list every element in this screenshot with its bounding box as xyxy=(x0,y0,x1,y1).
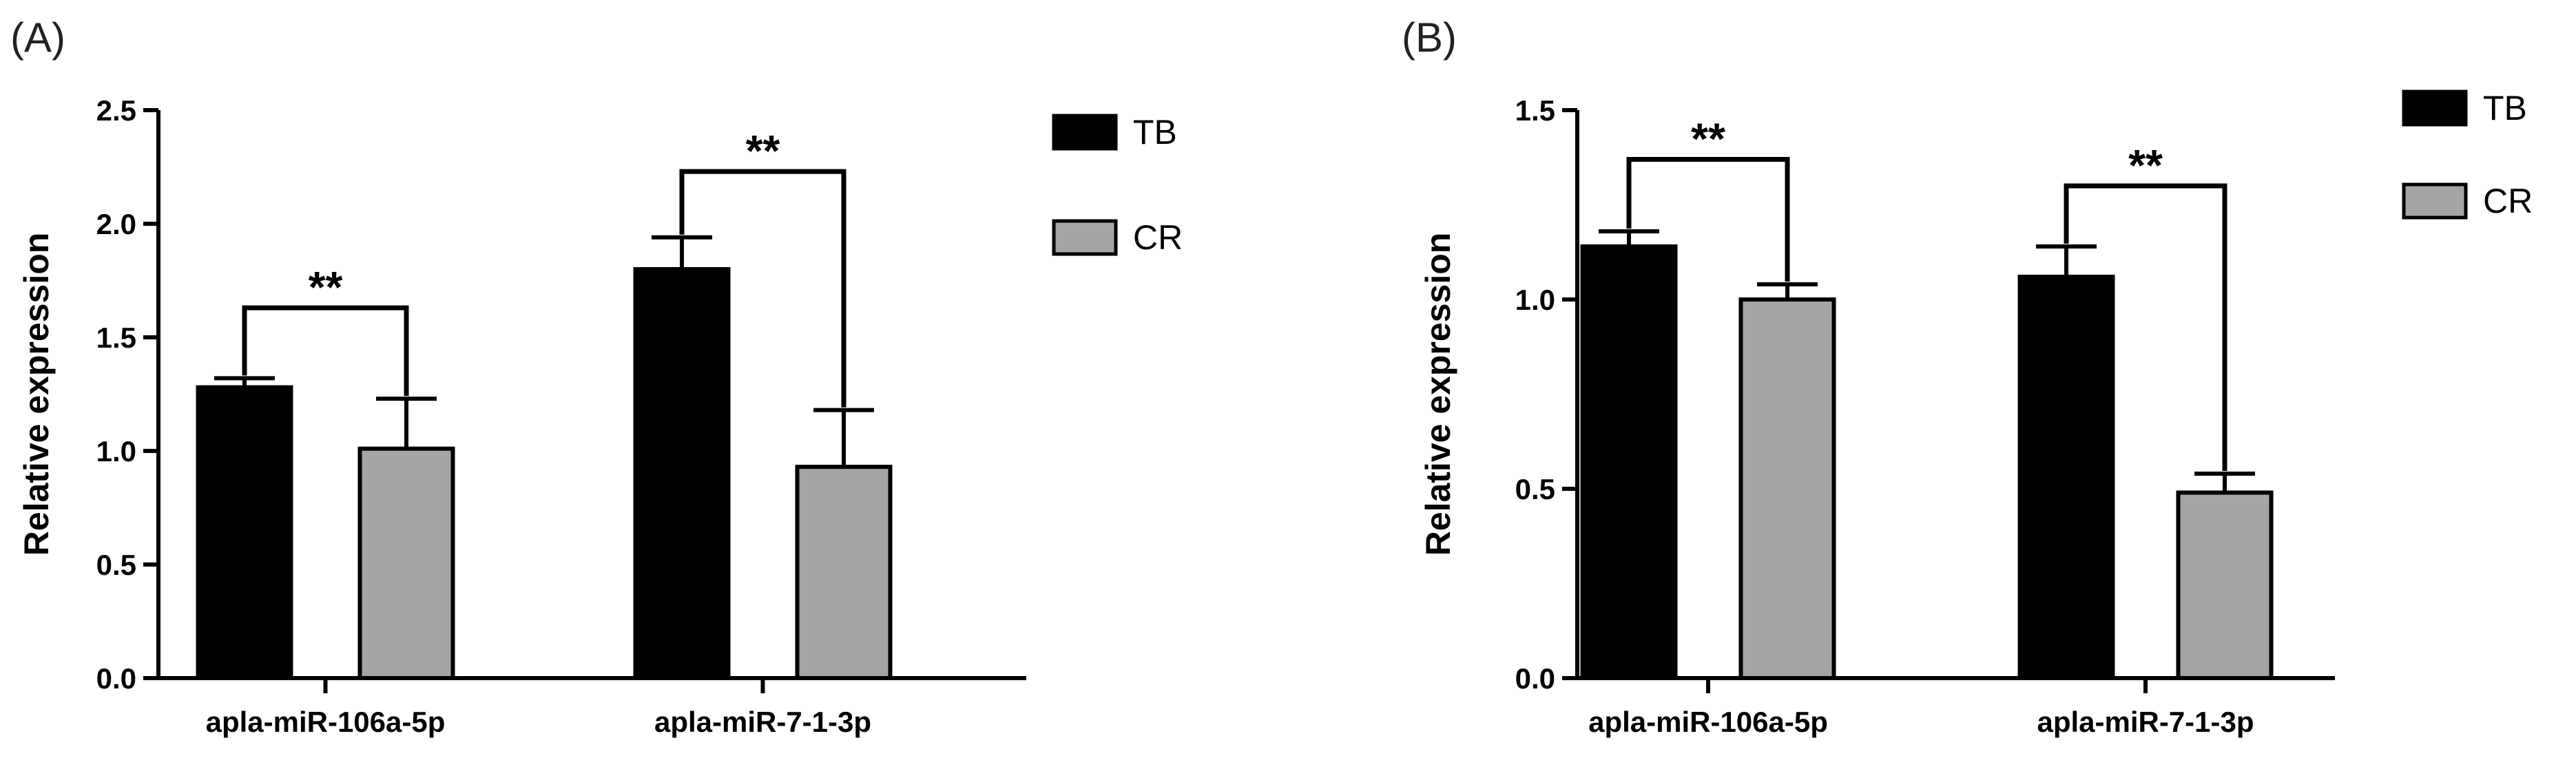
bar-tb xyxy=(1580,244,1678,680)
bar-cr xyxy=(1738,297,1836,680)
legend-swatch-tb xyxy=(2402,89,2468,127)
bar-cr xyxy=(357,446,455,680)
legend-label: CR xyxy=(1133,218,1183,257)
y-tick-label: 1.5 xyxy=(1515,94,1555,127)
significance-label: ** xyxy=(746,126,780,176)
y-tick-label: 1.0 xyxy=(1515,284,1555,316)
x-tick-label: apla-miR-7-1-3p xyxy=(654,706,871,738)
y-tick-label: 0.5 xyxy=(96,549,136,581)
bar-tb xyxy=(2017,275,2115,680)
x-tick-label: apla-miR-106a-5p xyxy=(1588,706,1828,738)
y-tick-label: 2.0 xyxy=(96,208,136,240)
x-tick-label: apla-miR-7-1-3p xyxy=(2037,706,2254,738)
legend-label: TB xyxy=(2483,89,2527,127)
legend-label: CR xyxy=(2483,182,2533,220)
y-tick-label: 0.0 xyxy=(1515,662,1555,695)
significance-label: ** xyxy=(1691,114,1725,164)
bar-tb xyxy=(196,385,293,680)
significance-bracket xyxy=(2064,183,2227,471)
y-tick-label: 0.0 xyxy=(96,662,136,695)
y-axis-label: Relative expression xyxy=(1419,233,1457,556)
significance-bracket xyxy=(1626,157,1790,282)
significance-bracket xyxy=(679,169,846,408)
y-tick-label: 1.5 xyxy=(96,322,136,354)
chart-panel-a: (A) Relative expression 0.0 0.5 1.0 1.5 2.0 2.5… xyxy=(10,14,1183,738)
panel-label: (B) xyxy=(1402,14,1457,61)
y-axis-label: Relative expression xyxy=(17,233,56,556)
y-tick-label: 2.5 xyxy=(96,94,136,127)
significance-label: ** xyxy=(309,262,343,312)
panel-label: (A) xyxy=(10,14,65,61)
bar-tb xyxy=(633,267,731,680)
bar-cr xyxy=(2176,490,2274,680)
y-tick-label: 1.0 xyxy=(96,435,136,467)
legend-swatch-cr xyxy=(1052,219,1118,256)
legend-swatch-tb xyxy=(1052,114,1118,151)
chart-panel-b: (B) Relative expression 0.0 0.5 1.0 1.5 apla-m… xyxy=(1402,14,2533,738)
significance-label: ** xyxy=(2128,140,2163,190)
legend-swatch-cr xyxy=(2402,182,2468,220)
x-tick-label: apla-miR-106a-5p xyxy=(206,706,446,738)
bar-cr xyxy=(795,465,893,680)
y-tick-label: 0.5 xyxy=(1515,473,1555,505)
significance-bracket xyxy=(242,305,409,397)
legend-label: TB xyxy=(1133,113,1177,151)
